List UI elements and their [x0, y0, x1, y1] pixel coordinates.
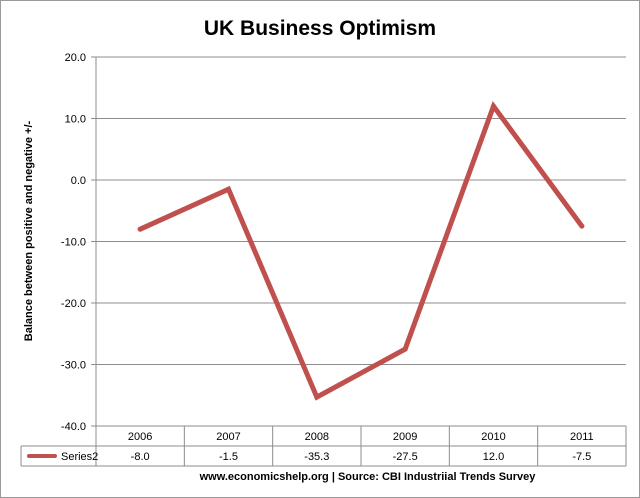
- data-point: [402, 346, 408, 352]
- data-table-value: -27.5: [393, 451, 418, 463]
- series-line: [137, 100, 585, 401]
- x-category-label: 2008: [305, 431, 329, 443]
- data-table-value: -7.5: [572, 451, 591, 463]
- y-tick-label: -10.0: [61, 237, 86, 249]
- y-tick-label: 0.0: [71, 175, 86, 187]
- y-tick-label: -20.0: [61, 298, 86, 310]
- data-point: [579, 223, 585, 229]
- chart-title: UK Business Optimism: [203, 17, 437, 40]
- y-tick-label: -40.0: [61, 421, 86, 433]
- data-table-value: 12.0: [483, 451, 504, 463]
- data-point: [137, 226, 143, 232]
- y-tick-label: -30.0: [61, 360, 86, 372]
- source-note: www.economicshelp.org | Source: CBI Indu…: [199, 471, 536, 483]
- data-point: [226, 186, 231, 192]
- data-table-value: -35.3: [304, 451, 329, 463]
- x-category-label: 2007: [216, 431, 240, 443]
- x-category-label: 2009: [393, 431, 417, 443]
- x-category-label: 2010: [481, 431, 505, 443]
- x-category-label: 2006: [128, 431, 152, 443]
- x-category-label: 2011: [570, 431, 594, 443]
- data-table-value: -1.5: [219, 451, 238, 463]
- legend-label: Series2: [61, 451, 98, 463]
- data-point: [491, 103, 496, 109]
- y-tick-label: 10.0: [65, 114, 86, 126]
- data-table-value: -8.0: [131, 451, 150, 463]
- y-tick-label: 20.0: [65, 52, 86, 64]
- data-point: [314, 394, 320, 400]
